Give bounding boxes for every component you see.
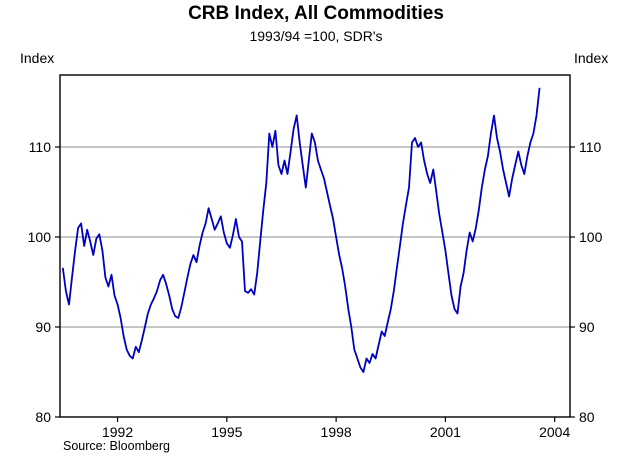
x-tick-label: 1998 <box>321 424 352 440</box>
source-note: Source: Bloomberg <box>63 439 171 453</box>
x-tick-label: 2001 <box>430 424 461 440</box>
crb-index-series-line <box>62 87 541 373</box>
x-tick-label: 1995 <box>211 424 242 440</box>
y-axis-label-right: Index <box>574 50 609 66</box>
y-tick-label: 90 <box>579 319 595 335</box>
y-tick-label: 110 <box>29 139 52 155</box>
x-tick-label: 1992 <box>102 424 133 440</box>
chart-title: CRB Index, All Commodities <box>188 3 444 24</box>
x-tick-label: 2004 <box>539 424 570 440</box>
plot-frame <box>59 74 571 418</box>
y-axis-label-left: Index <box>20 50 55 66</box>
y-tick-label: 80 <box>579 409 595 425</box>
y-tick-label: 110 <box>579 139 602 155</box>
chart-subtitle: 1993/94 =100, SDR's <box>249 28 383 44</box>
y-tick-label: 100 <box>28 229 52 245</box>
y-tick-label: 90 <box>35 319 51 335</box>
y-tick-label: 80 <box>35 409 51 425</box>
y-tick-label: 100 <box>579 229 603 245</box>
